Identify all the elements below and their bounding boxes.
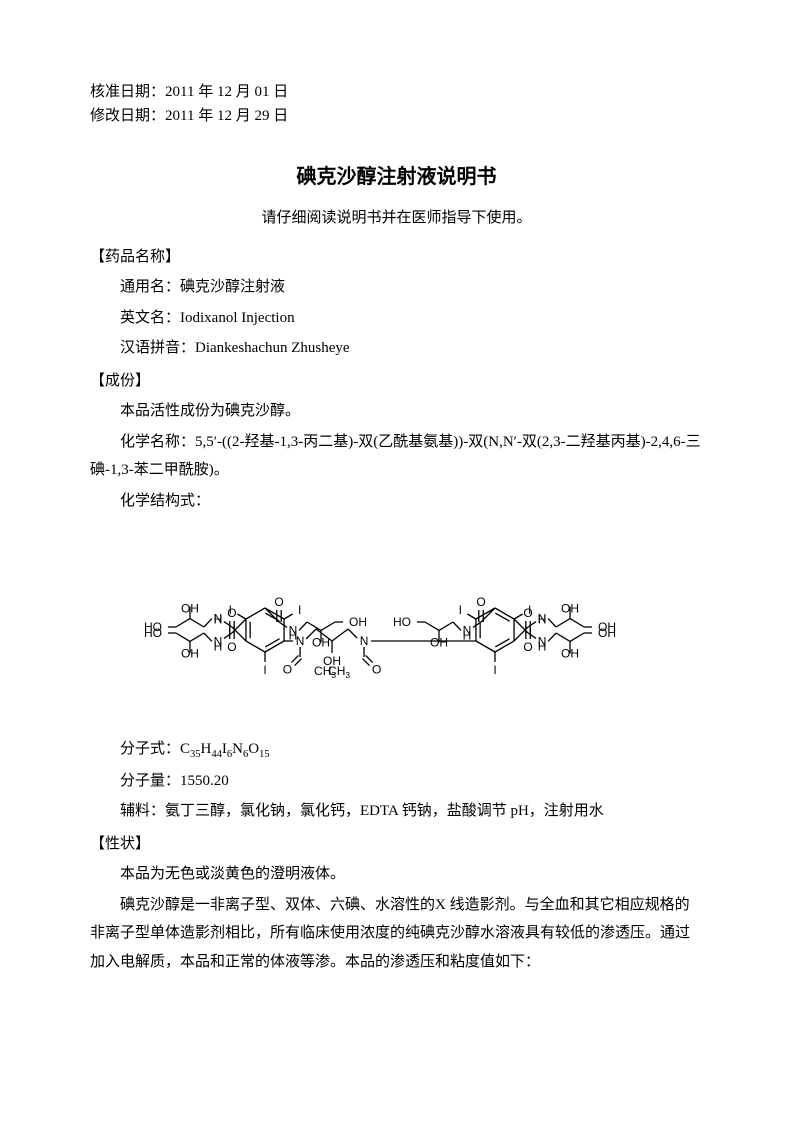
pinyin-row: 汉语拼音：Diankeshachun Zhusheye <box>90 334 703 363</box>
molecular-formula-row: 分子式：C35H44I6N6O15 <box>90 735 703 765</box>
excipients-label: 辅料： <box>120 803 165 819</box>
svg-text:I: I <box>298 603 301 617</box>
english-name-row: 英文名：Iodixanol Injection <box>90 304 703 333</box>
approval-date: 核准日期：2011 年 12 月 01 日 <box>90 80 703 104</box>
english-value: Iodixanol Injection <box>180 310 295 326</box>
chemname-label: 化学名称： <box>120 434 195 450</box>
structure-label: 化学结构式： <box>90 487 703 516</box>
svg-text:O: O <box>274 595 283 609</box>
dates-block: 核准日期：2011 年 12 月 01 日 修改日期：2011 年 12 月 2… <box>90 80 703 128</box>
revision-value: 2011 年 12 月 29 日 <box>165 108 288 124</box>
svg-text:OH: OH <box>181 602 199 616</box>
svg-text:O: O <box>523 606 532 620</box>
chemical-structure: IIIIIIONHOHOHONHOHHOONHOHHOONHOHOHONHOHH… <box>90 525 703 725</box>
revision-date: 修改日期：2011 年 12 月 29 日 <box>90 104 703 128</box>
svg-text:OH: OH <box>181 646 199 660</box>
svg-text:O: O <box>523 640 532 654</box>
english-label: 英文名： <box>120 310 180 326</box>
svg-text:OH: OH <box>349 615 367 629</box>
svg-text:N: N <box>360 634 369 648</box>
section-ingredients: 【成份】 <box>90 367 703 396</box>
formula-value: C35H44I6N6O15 <box>180 741 270 757</box>
section-drug-name: 【药品名称】 <box>90 243 703 272</box>
svg-text:CH3: CH3 <box>328 664 350 680</box>
structure-svg: IIIIIIONHOHOHONHOHHOONHOHHOONHOHOHONHOHH… <box>95 525 685 725</box>
formula-label: 分子式： <box>120 741 180 757</box>
chemical-name: 化学名称：5,5′-((2-羟基-1,3-丙二基)-双(乙酰基氨基))-双(N,… <box>90 428 703 485</box>
mw-value: 1550.20 <box>180 773 229 789</box>
svg-text:O: O <box>283 663 292 677</box>
svg-text:H: H <box>538 639 547 653</box>
properties-p1: 本品为无色或淡黄色的澄明液体。 <box>90 860 703 889</box>
excipients-row: 辅料：氨丁三醇，氯化钠，氯化钙，EDTA 钙钠，盐酸调节 pH，注射用水 <box>90 797 703 826</box>
svg-text:H: H <box>463 628 472 642</box>
svg-text:H: H <box>214 639 223 653</box>
svg-text:I: I <box>459 603 462 617</box>
svg-text:I: I <box>263 663 266 677</box>
molecular-weight-row: 分子量：1550.20 <box>90 767 703 796</box>
svg-text:HO: HO <box>393 615 411 629</box>
approval-value: 2011 年 12 月 01 日 <box>165 84 288 100</box>
svg-text:H: H <box>214 613 223 627</box>
pinyin-label: 汉语拼音： <box>120 340 195 356</box>
svg-text:O: O <box>476 595 485 609</box>
generic-name-row: 通用名：碘克沙醇注射液 <box>90 273 703 302</box>
active-ingredient: 本品活性成份为碘克沙醇。 <box>90 397 703 426</box>
svg-text:O: O <box>227 606 236 620</box>
approval-label: 核准日期： <box>90 84 165 100</box>
svg-text:I: I <box>493 663 496 677</box>
pinyin-value: Diankeshachun Zhusheye <box>195 340 350 356</box>
section-properties: 【性状】 <box>90 830 703 859</box>
svg-text:O: O <box>372 663 381 677</box>
excipients-value: 氨丁三醇，氯化钠，氯化钙，EDTA 钙钠，盐酸调节 pH，注射用水 <box>165 803 604 819</box>
generic-value: 碘克沙醇注射液 <box>180 279 285 295</box>
revision-label: 修改日期： <box>90 108 165 124</box>
svg-text:O: O <box>227 640 236 654</box>
properties-p2: 碘克沙醇是一非离子型、双体、六碘、水溶性的X 线造影剂。与全血和其它相应规格的非… <box>90 891 703 977</box>
svg-text:N: N <box>296 634 305 648</box>
svg-text:H: H <box>538 613 547 627</box>
document-subtitle: 请仔细阅读说明书并在医师指导下使用。 <box>90 204 703 233</box>
svg-text:OH: OH <box>561 646 579 660</box>
svg-text:OH: OH <box>598 626 616 640</box>
document-title: 碘克沙醇注射液说明书 <box>90 158 703 196</box>
mw-label: 分子量： <box>120 773 180 789</box>
svg-text:OH: OH <box>430 635 448 649</box>
svg-text:HO: HO <box>144 626 162 640</box>
generic-label: 通用名： <box>120 279 180 295</box>
svg-text:OH: OH <box>561 602 579 616</box>
